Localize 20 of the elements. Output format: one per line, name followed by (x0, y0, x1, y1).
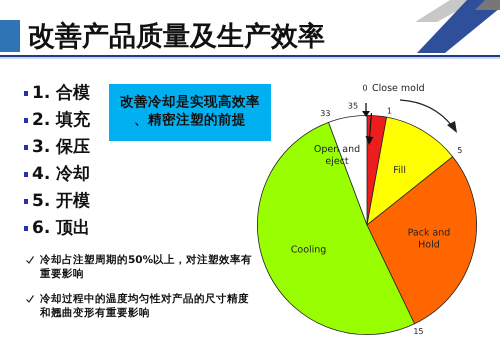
text: 15 (413, 326, 424, 336)
slice-label: Fill (393, 164, 406, 176)
text: 改善冷却是实现高效率、精密注塑的前提 (109, 84, 271, 141)
text: 0 (362, 83, 368, 92)
text: 2. 填充 (31, 109, 90, 132)
text: 1 (386, 106, 392, 116)
text: 5 (457, 146, 462, 156)
text: 35 (348, 101, 358, 110)
text: 冷却占注塑周期的50%以上，对注塑效率有重要影响 (40, 253, 254, 281)
text: 6. 顶出 (31, 217, 90, 240)
text: 1. 合模 (31, 82, 90, 105)
slice-label: Cooling (290, 244, 326, 256)
text: 4. 冷却 (31, 163, 90, 186)
text: 3. 保压 (31, 136, 90, 159)
slice-label: Pack and Hold (408, 228, 450, 251)
text: 33 (320, 109, 330, 118)
slice-label: Close mold (372, 82, 425, 94)
text: 冷却过程中的温度均匀性对产品的尺寸精度和翘曲变形有重要影响 (40, 292, 250, 320)
chart-title: 改善产品质量及生产效率 (28, 20, 325, 54)
text: 5. 开模 (31, 190, 90, 213)
